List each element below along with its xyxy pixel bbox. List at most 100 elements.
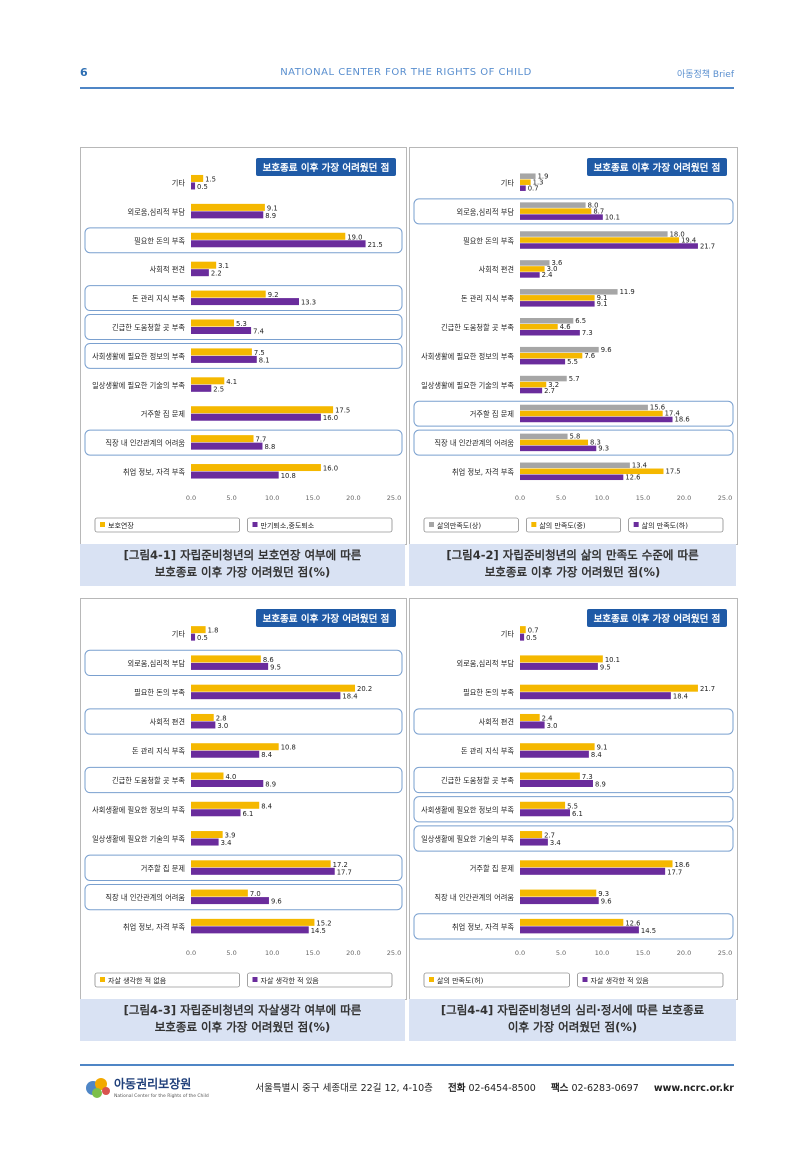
bar — [191, 261, 217, 269]
chart-4-1: 보호종료 이후 가장 어려웠던 점 기타 1.5 0.5 외로움,심리적 부담 9.1 8.… — [80, 147, 407, 545]
x-tick-label: 5.0 — [226, 494, 236, 502]
category-label: 사회적 편견 — [479, 717, 514, 726]
category-label: 거주할 집 문제 — [470, 410, 514, 419]
data-label: 8.4 — [261, 751, 272, 759]
bar — [191, 713, 214, 721]
phone-number: 02-6454-8500 — [468, 1083, 536, 1094]
caption-4-2: [그림4-2] 자립준비청년의 삶의 만족도 수준에 따른 보호종료 이후 가장… — [409, 544, 736, 586]
x-tick-label: 10.0 — [265, 949, 279, 957]
bar — [191, 684, 356, 692]
data-label: 2.5 — [213, 385, 224, 393]
category-label: 취업 정보, 자격 부족 — [452, 468, 514, 477]
category-highlight-box — [413, 825, 734, 852]
category-label: 돈 관리 지식 부족 — [461, 294, 515, 303]
bar — [520, 655, 603, 663]
category-highlight-box — [84, 708, 403, 735]
legend-box — [423, 972, 570, 988]
bar — [191, 772, 224, 780]
category-label: 기타 — [172, 178, 186, 187]
data-label: 2.4 — [542, 271, 553, 279]
bar — [191, 809, 241, 817]
legend-swatch — [100, 522, 105, 527]
data-label: 8.4 — [261, 802, 272, 810]
caption-4-4: [그림4-4] 자립준비청년의 심리·정서에 따른 보호종료 이후 가장 어려웠… — [409, 999, 736, 1041]
data-label: 7.6 — [584, 352, 595, 360]
bar — [191, 831, 223, 839]
legend-box — [94, 972, 240, 988]
category-highlight-box — [84, 285, 403, 312]
bar — [191, 780, 264, 787]
chart-title-box — [256, 609, 396, 627]
data-label: 9.6 — [601, 898, 612, 906]
category-label: 일상생활에 필요한 기술의 부족 — [421, 835, 514, 844]
data-label: 21.7 — [700, 242, 715, 250]
bar — [520, 750, 589, 758]
data-label: 19.4 — [681, 236, 696, 244]
category-label: 필요한 돈의 부족 — [134, 688, 185, 697]
data-label: 0.5 — [526, 634, 537, 642]
bar — [520, 352, 583, 359]
x-tick-label: 0.0 — [515, 494, 525, 502]
legend-box — [628, 517, 724, 533]
bar — [191, 406, 334, 414]
data-label: 3.0 — [547, 265, 558, 273]
data-label: 3.9 — [225, 832, 236, 840]
bar — [520, 185, 526, 191]
caption-line1: [그림4-4] 자립준비청년의 심리·정서에 따른 보호종료 — [440, 1003, 705, 1017]
x-tick-label: 20.0 — [346, 949, 360, 957]
logo-icon: 아동권리보장원 National Center for the Rights o… — [86, 1076, 209, 1099]
bar — [191, 182, 196, 190]
chart-title: 보호종료 이후 가장 어려웠던 점 — [594, 162, 721, 174]
bar — [191, 743, 279, 751]
data-label: 18.4 — [673, 693, 688, 701]
x-tick-label: 10.0 — [265, 494, 279, 502]
data-label: 9.3 — [598, 890, 609, 898]
category-highlight-box — [84, 314, 403, 340]
bar — [191, 442, 263, 450]
data-label: 12.6 — [625, 474, 640, 482]
x-tick-label: 25.0 — [718, 949, 732, 957]
website-link[interactable]: www.ncrc.or.kr — [653, 1083, 734, 1094]
category-label: 기타 — [172, 630, 186, 639]
category-highlight-box — [413, 766, 734, 794]
bar — [520, 468, 664, 475]
data-label: 16.0 — [323, 465, 338, 473]
bar — [191, 918, 315, 926]
bar — [520, 208, 592, 214]
bar — [191, 633, 196, 641]
data-label: 7.4 — [253, 328, 264, 336]
x-tick-label: 20.0 — [677, 494, 691, 502]
data-label: 7.3 — [582, 773, 593, 781]
category-label: 기타 — [501, 630, 515, 639]
bar — [520, 289, 618, 295]
x-tick-label: 20.0 — [346, 494, 360, 502]
chart-title-box — [256, 158, 396, 176]
category-label: 사회생활에 필요한 정보의 부족 — [92, 805, 185, 814]
bar — [520, 439, 589, 446]
bar — [191, 298, 299, 306]
x-tick-label: 25.0 — [387, 949, 401, 957]
data-label: 9.1 — [597, 294, 608, 302]
x-tick-label: 25.0 — [387, 494, 401, 502]
data-label: 2.4 — [542, 714, 553, 722]
category-label: 직장 내 인간관계의 어려움 — [434, 439, 514, 448]
data-label: 1.5 — [205, 175, 216, 183]
footer-address: 서울특별시 중구 세종대로 22길 12, 4-10층 — [255, 1083, 433, 1094]
data-label: 21.7 — [700, 685, 715, 693]
caption-line2: 보호종료 이후 가장 어려웠던 점(%) — [154, 1020, 331, 1034]
bar — [520, 684, 698, 692]
bar — [520, 721, 545, 729]
legend-box — [94, 517, 240, 533]
legend-box — [423, 517, 519, 533]
data-label: 17.4 — [665, 410, 680, 418]
data-label: 18.6 — [675, 861, 690, 869]
data-label: 7.0 — [250, 890, 261, 898]
bar — [191, 889, 248, 897]
legend-swatch — [531, 522, 537, 527]
bar — [520, 231, 668, 237]
chart-4-2: 보호종료 이후 가장 어려웠던 점 기타 1.9 1.3 0.7 외로움,심리적 부담 8.… — [409, 147, 738, 545]
category-highlight-box — [84, 766, 403, 794]
category-label: 사회적 편견 — [150, 265, 185, 274]
category-label: 취업 정보, 자격 부족 — [123, 468, 185, 477]
